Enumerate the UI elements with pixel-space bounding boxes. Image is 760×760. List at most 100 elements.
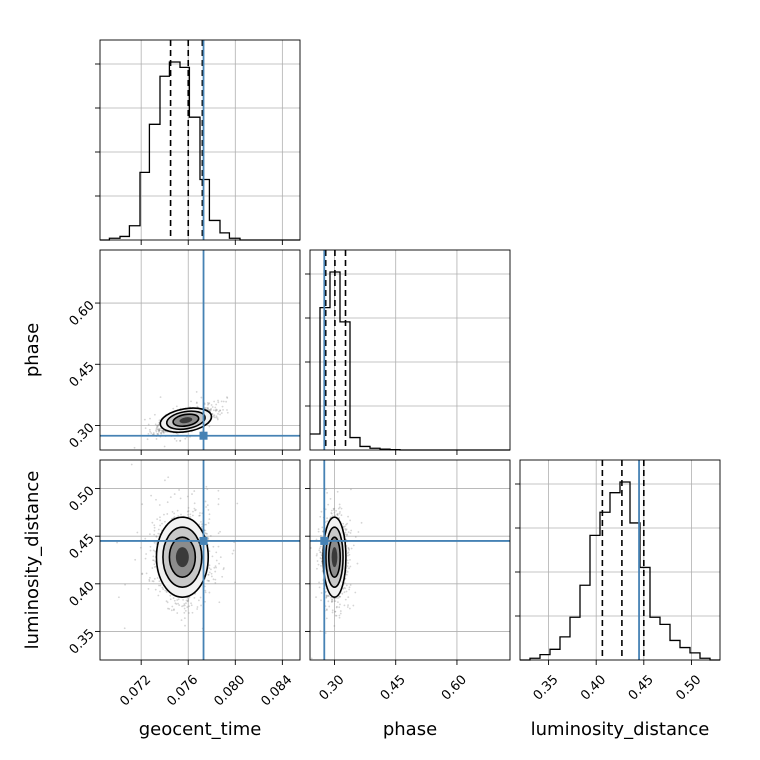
sample-point xyxy=(157,423,160,426)
sample-point xyxy=(343,582,346,584)
x-tick-label-luminosity-distance: 0.35 xyxy=(531,672,562,703)
sample-point xyxy=(178,489,180,491)
sample-point xyxy=(325,609,328,612)
sample-point xyxy=(226,411,229,414)
sample-point xyxy=(218,601,221,604)
sample-point xyxy=(321,526,324,529)
sample-point xyxy=(344,528,347,530)
sample-point xyxy=(153,529,156,532)
sample-point xyxy=(204,406,207,409)
sample-point xyxy=(181,605,183,608)
sample-point xyxy=(189,513,192,516)
sample-point xyxy=(347,596,350,599)
sample-point xyxy=(347,554,349,557)
sample-point xyxy=(219,409,222,412)
sample-point xyxy=(158,580,161,583)
sample-point xyxy=(159,432,162,434)
sample-point xyxy=(349,584,352,586)
sample-point xyxy=(204,589,207,592)
sample-point xyxy=(176,509,179,512)
sample-point xyxy=(206,407,209,409)
sample-point xyxy=(159,524,161,527)
sample-point xyxy=(160,431,163,434)
sample-point xyxy=(176,599,179,601)
sample-point xyxy=(217,410,220,413)
sample-point xyxy=(204,500,207,503)
sample-point xyxy=(158,429,161,431)
sample-point xyxy=(195,402,198,405)
sample-point xyxy=(349,532,352,534)
sample-point xyxy=(333,600,336,602)
sample-point xyxy=(167,476,170,479)
sample-point xyxy=(207,573,210,576)
sample-point xyxy=(208,409,211,412)
sample-point xyxy=(330,596,332,599)
sample-point xyxy=(146,438,149,441)
sample-point xyxy=(226,397,229,399)
sample-point xyxy=(357,531,360,533)
sample-point xyxy=(334,597,336,600)
sample-point xyxy=(360,521,363,524)
sample-point xyxy=(186,510,189,513)
sample-point xyxy=(220,400,223,403)
sample-point xyxy=(177,598,180,601)
sample-point xyxy=(222,567,225,569)
sample-point xyxy=(221,405,224,408)
sample-point xyxy=(193,596,196,599)
sample-point xyxy=(354,536,357,538)
sample-point xyxy=(168,608,171,610)
sample-point xyxy=(330,512,333,515)
sample-point xyxy=(123,627,126,630)
sample-point xyxy=(327,600,330,603)
sample-point xyxy=(316,553,318,555)
sample-point xyxy=(182,598,185,601)
sample-point xyxy=(234,581,237,584)
sample-point xyxy=(207,579,210,582)
sample-point xyxy=(183,611,186,614)
sample-point xyxy=(340,514,343,517)
sample-point xyxy=(153,533,156,536)
sample-point xyxy=(159,590,161,593)
sample-point xyxy=(197,599,200,602)
sample-point xyxy=(216,417,219,419)
x-tick-label-geocent-time: 0.080 xyxy=(211,672,248,709)
sample-point xyxy=(218,562,220,565)
sample-point xyxy=(149,549,152,552)
sample-point xyxy=(346,606,349,608)
sample-point xyxy=(156,577,159,579)
sample-point xyxy=(170,609,173,612)
sample-point xyxy=(331,611,334,614)
sample-point xyxy=(352,544,355,547)
sample-point xyxy=(158,430,161,432)
sample-point xyxy=(144,427,147,430)
sample-point xyxy=(192,510,194,513)
sample-point xyxy=(176,612,179,614)
sample-point xyxy=(316,567,318,570)
sample-point xyxy=(145,572,148,575)
panel-phase-luminosity_distance xyxy=(309,459,511,661)
sample-point xyxy=(347,546,350,549)
sample-point xyxy=(156,425,159,428)
sample-point xyxy=(326,491,329,494)
sample-point xyxy=(160,429,163,432)
contour-line xyxy=(172,413,200,428)
sample-point xyxy=(346,522,349,525)
sample-point xyxy=(116,541,118,544)
sample-point xyxy=(155,438,158,440)
histogram-luminosity-distance xyxy=(520,481,720,661)
sample-point xyxy=(350,488,352,491)
sample-point xyxy=(318,581,320,584)
sample-point xyxy=(157,532,160,535)
sample-point xyxy=(331,609,334,612)
sample-point xyxy=(179,440,181,442)
sample-point xyxy=(210,409,212,411)
sample-point xyxy=(208,550,211,553)
contour-line xyxy=(168,536,197,578)
sample-point xyxy=(149,576,151,579)
sample-point xyxy=(320,564,322,567)
sample-point xyxy=(195,401,198,404)
sample-point xyxy=(155,429,157,432)
sample-point xyxy=(206,579,209,582)
sample-point xyxy=(156,424,159,427)
sample-point xyxy=(330,600,333,603)
